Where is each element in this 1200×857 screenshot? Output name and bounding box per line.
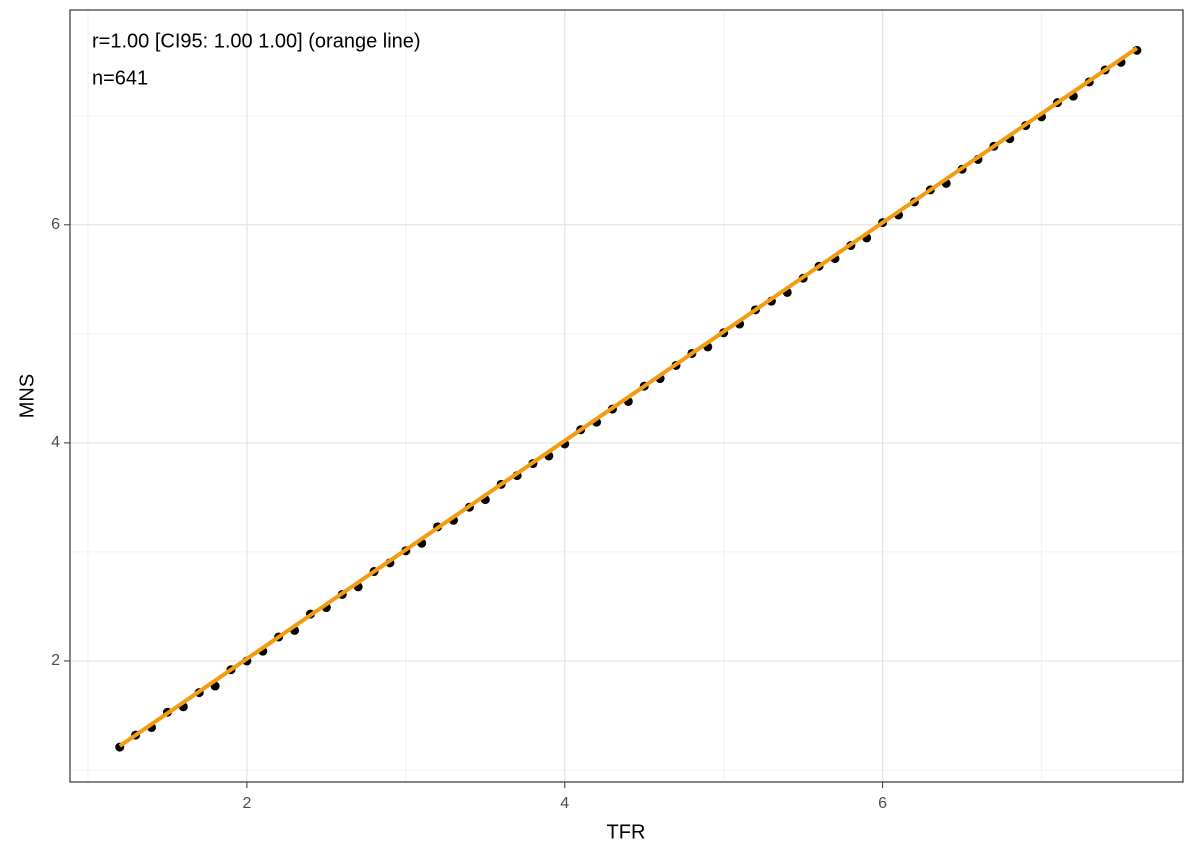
y-axis-title: MNS <box>16 374 38 418</box>
grid <box>70 10 1183 782</box>
x-tick-label: 6 <box>878 795 887 812</box>
fit-line <box>118 46 1139 748</box>
y-tick-label: 6 <box>51 216 60 233</box>
y-tick-label: 2 <box>51 652 60 669</box>
y-tick-label: 4 <box>51 434 60 451</box>
x-axis-title: TFR <box>607 821 646 843</box>
x-tick-label: 4 <box>560 795 569 812</box>
marks <box>115 45 1142 752</box>
annotation: n=641 <box>92 67 148 89</box>
x-tick-label: 2 <box>242 795 251 812</box>
annotation: r=1.00 [CI95: 1.00 1.00] (orange line) <box>92 30 421 52</box>
panel-border <box>69 9 1184 783</box>
